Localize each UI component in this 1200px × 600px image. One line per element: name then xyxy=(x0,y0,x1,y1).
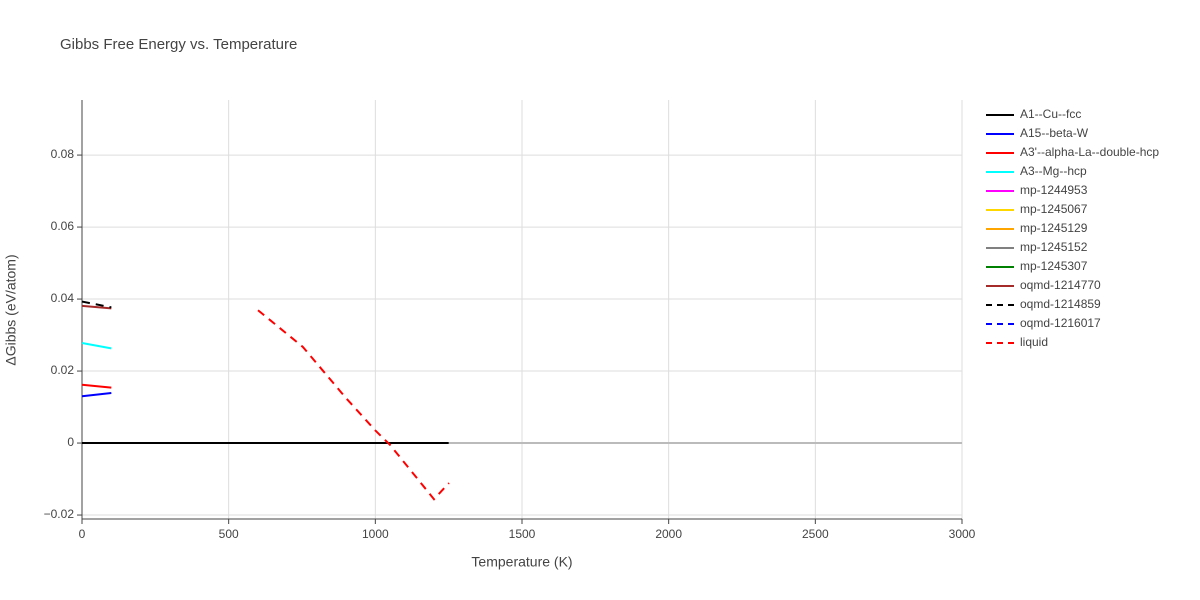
x-tick-label: 3000 xyxy=(949,527,976,541)
line xyxy=(257,309,450,501)
legend-label: mp-1244953 xyxy=(1020,183,1088,197)
legend-label: A1--Cu--fcc xyxy=(1020,107,1081,121)
legend-label: oqmd-1214770 xyxy=(1020,278,1101,292)
legend-label: mp-1245067 xyxy=(1020,202,1088,216)
x-tick-label: 2500 xyxy=(802,527,829,541)
y-tick-label: 0.08 xyxy=(51,147,75,161)
y-tick-label: 0.04 xyxy=(51,291,75,305)
y-tick-label: 0 xyxy=(67,435,74,449)
y-tick-label: 0.02 xyxy=(51,363,75,377)
x-tick-label: 1500 xyxy=(509,527,536,541)
legend-label: A15--beta-W xyxy=(1020,126,1089,140)
legend-label: mp-1245307 xyxy=(1020,259,1088,273)
x-tick-label: 1000 xyxy=(362,527,389,541)
legend-label: liquid xyxy=(1020,335,1048,349)
line xyxy=(81,304,112,310)
line xyxy=(81,383,112,389)
line xyxy=(81,300,112,309)
y-tick-label: 0.06 xyxy=(51,219,75,233)
legend-label: mp-1245129 xyxy=(1020,221,1088,235)
x-tick-label: 2000 xyxy=(655,527,682,541)
legend-label: A3'--alpha-La--double-hcp xyxy=(1020,145,1159,159)
legend-label: oqmd-1216017 xyxy=(1020,316,1101,330)
y-axis-title: ΔGibbs (eV/atom) xyxy=(3,254,19,365)
legend-label: oqmd-1214859 xyxy=(1020,297,1101,311)
chart-title: Gibbs Free Energy vs. Temperature xyxy=(60,36,297,53)
line xyxy=(81,341,112,350)
line xyxy=(81,392,112,398)
y-tick-label: −0.02 xyxy=(44,507,75,521)
x-tick-label: 0 xyxy=(79,527,86,541)
legend-label: A3--Mg--hcp xyxy=(1020,164,1087,178)
x-tick-label: 500 xyxy=(219,527,239,541)
x-axis-title: Temperature (K) xyxy=(471,554,572,570)
legend-label: mp-1245152 xyxy=(1020,240,1088,254)
